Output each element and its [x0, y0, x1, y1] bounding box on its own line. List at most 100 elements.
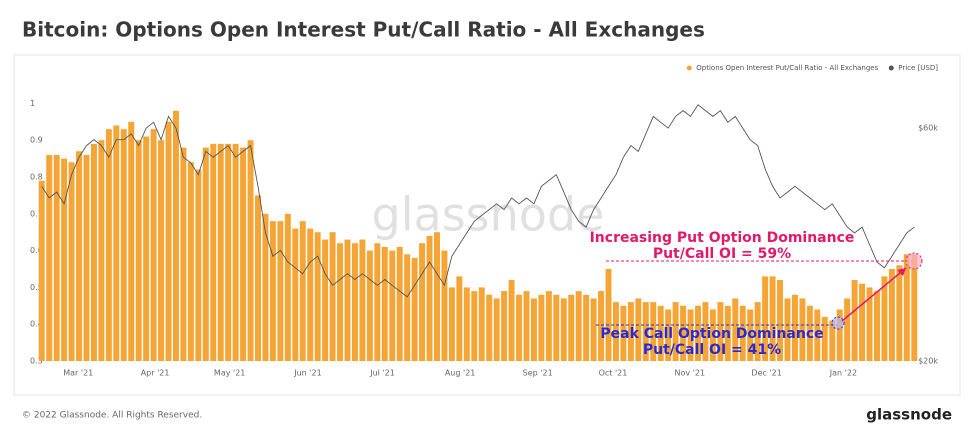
chart-title: Bitcoin: Options Open Interest Put/Call …: [22, 18, 705, 42]
bar: [754, 302, 761, 361]
bar: [672, 302, 679, 361]
bar: [657, 305, 664, 361]
bar: [389, 250, 396, 361]
bar: [411, 257, 418, 361]
plot-area: 0.3 0.4 0.5 0.6 0.7 0.8 0.9 1 $20k $60k Mar '21 Apr…: [30, 64, 938, 378]
x-tick-label: May '21: [214, 369, 245, 378]
bar: [560, 298, 567, 361]
bar: [538, 294, 545, 361]
y-tick-label: 0.4: [30, 320, 43, 329]
bar: [404, 254, 411, 361]
bar: [434, 232, 440, 361]
bar: [844, 298, 851, 361]
bar: [158, 140, 165, 361]
bar: [553, 294, 560, 361]
bar: [255, 195, 261, 361]
bar: [695, 305, 701, 361]
legend-label: Options Open Interest Put/Call Ratio - A…: [696, 64, 878, 72]
bar: [747, 309, 754, 361]
bar: [911, 254, 918, 361]
bar: [90, 143, 97, 361]
bar: [620, 305, 627, 361]
bar: [799, 298, 806, 361]
bar: [903, 254, 910, 361]
bar: [165, 121, 172, 361]
bar: [516, 294, 522, 361]
bar: [83, 154, 90, 361]
y-tick-label: 0.8: [30, 173, 43, 182]
bar: [105, 129, 112, 361]
bar: [605, 269, 612, 361]
bar: [329, 232, 336, 361]
bar: [836, 309, 843, 361]
bar: [292, 228, 299, 361]
annotations: Increasing Put Option Dominance Put/Call…: [590, 230, 923, 358]
bar: [791, 294, 798, 361]
bar: [284, 213, 291, 361]
bar: [247, 140, 254, 361]
legend-label: Price [USD]: [898, 64, 938, 72]
bar: [493, 298, 500, 361]
y2-tick-label: $20k: [918, 357, 938, 366]
x-tick-label: Oct '21: [599, 369, 628, 378]
bar: [545, 291, 552, 361]
arrow-head: [897, 268, 906, 276]
bar: [732, 298, 739, 361]
bar: [128, 121, 135, 361]
bar: [68, 162, 75, 361]
bar: [881, 276, 888, 361]
bar: [508, 280, 515, 361]
x-tick-label: Apr '21: [141, 369, 170, 378]
bar: [575, 291, 582, 361]
legend-swatch: [888, 65, 894, 71]
bar: [859, 283, 866, 361]
bar: [530, 298, 537, 361]
bar: [501, 291, 508, 361]
footer: © 2022 Glassnode. All Rights Reserved.: [22, 411, 202, 421]
bar: [821, 316, 828, 361]
bar: [225, 143, 232, 361]
bar: [583, 294, 590, 361]
bar: [337, 243, 344, 361]
bar: [322, 239, 329, 361]
bar: [478, 287, 485, 361]
bar: [53, 154, 60, 361]
x-tick-label: Aug '21: [445, 369, 476, 378]
bar: [784, 298, 791, 361]
bar: [441, 250, 448, 361]
bar: [113, 125, 120, 361]
bar: [650, 302, 657, 361]
bar: [642, 302, 649, 361]
annotation-circle: [905, 252, 923, 270]
bar: [240, 147, 247, 361]
y-tick-label: 1: [30, 99, 35, 108]
bar: [762, 276, 769, 361]
bar: [680, 305, 687, 361]
bar: [448, 287, 455, 361]
chart-frame: [13, 54, 961, 396]
bar: [202, 147, 209, 361]
bar: [396, 246, 403, 361]
bar: [702, 302, 709, 361]
bar: [344, 239, 351, 361]
bar: [135, 140, 142, 361]
bar: [874, 291, 880, 361]
x-tick-label: Sep '21: [523, 369, 553, 378]
bar: [38, 180, 45, 361]
y-tick-label: 0.9: [30, 136, 43, 145]
x-tick-label: Dec '21: [751, 369, 781, 378]
bar: [463, 287, 470, 361]
bar: [866, 287, 873, 361]
bar: [612, 302, 619, 361]
legend-swatch: [686, 65, 692, 71]
bar: [299, 221, 306, 361]
bar: [739, 305, 746, 361]
bar: [120, 129, 127, 361]
bar: [851, 280, 858, 361]
bar: [180, 147, 187, 361]
bar: [150, 129, 157, 361]
annotation: Put/Call OI = 41%: [643, 342, 781, 358]
bar: [814, 309, 821, 361]
